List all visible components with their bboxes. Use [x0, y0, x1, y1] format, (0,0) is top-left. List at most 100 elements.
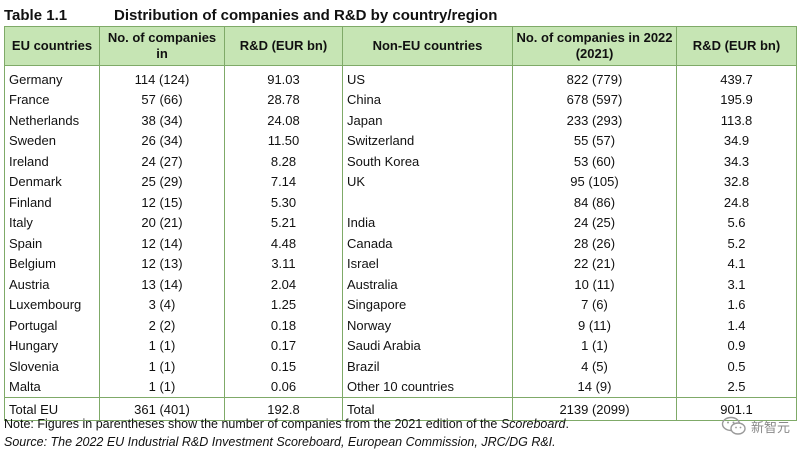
table-row: Austria 13 (14) 2.04 Australia 10 (11) 3.1: [4, 274, 797, 295]
eu-country-cell: Finland: [4, 192, 100, 213]
eu-rd-cell: 28.78: [224, 89, 343, 110]
header-non-eu-companies: No. of companies in 2022 (2021): [512, 26, 677, 66]
table-caption: Table 1.1 Distribution of companies and …: [4, 4, 497, 26]
eu-rd-cell: 1.25: [224, 294, 343, 315]
table-row: Slovenia 1 (1) 0.15 Brazil 4 (5) 0.5: [4, 356, 797, 377]
table-source: Source: The 2022 EU Industrial R&D Inves…: [4, 435, 556, 449]
total-non-eu-rd: 901.1: [676, 397, 797, 421]
non-eu-country-cell: Canada: [342, 233, 513, 254]
table-row: France 57 (66) 28.78 China 678 (597) 195.9: [4, 89, 797, 110]
non-eu-country-cell: Brazil: [342, 356, 513, 377]
non-eu-companies-cell: 7 (6): [512, 294, 677, 315]
eu-country-cell: Belgium: [4, 253, 100, 274]
eu-companies-cell: 24 (27): [99, 151, 225, 172]
eu-rd-cell: 3.11: [224, 253, 343, 274]
non-eu-rd-cell: 34.3: [676, 151, 797, 172]
eu-country-cell: France: [4, 89, 100, 110]
non-eu-companies-cell: 14 (9): [512, 376, 677, 398]
non-eu-rd-cell: 3.1: [676, 274, 797, 295]
eu-rd-cell: 0.15: [224, 356, 343, 377]
non-eu-country-cell: Switzerland: [342, 130, 513, 151]
eu-rd-cell: 0.17: [224, 335, 343, 356]
non-eu-rd-cell: 4.1: [676, 253, 797, 274]
wechat-icon: [721, 416, 747, 436]
eu-companies-cell: 114 (124): [99, 65, 225, 90]
non-eu-country-cell: China: [342, 89, 513, 110]
header-eu-companies: No. of companies in: [99, 26, 225, 66]
table-title: Distribution of companies and R&D by cou…: [114, 6, 498, 24]
non-eu-companies-cell: 28 (26): [512, 233, 677, 254]
distribution-table: EU countries No. of companies in R&D (EU…: [4, 26, 797, 421]
non-eu-companies-cell: 84 (86): [512, 192, 677, 213]
eu-country-cell: Ireland: [4, 151, 100, 172]
total-eu-companies: 361 (401): [99, 397, 225, 421]
watermark: 新智元: [721, 416, 790, 436]
eu-country-cell: Portugal: [4, 315, 100, 336]
header-non-eu-countries: Non-EU countries: [342, 26, 513, 66]
eu-companies-cell: 12 (15): [99, 192, 225, 213]
non-eu-country-cell: Saudi Arabia: [342, 335, 513, 356]
eu-country-cell: Germany: [4, 65, 100, 90]
eu-rd-cell: 2.04: [224, 274, 343, 295]
non-eu-companies-cell: 678 (597): [512, 89, 677, 110]
eu-country-cell: Sweden: [4, 130, 100, 151]
eu-rd-cell: 5.21: [224, 212, 343, 233]
eu-country-cell: Luxembourg: [4, 294, 100, 315]
non-eu-country-cell: Other 10 countries: [342, 376, 513, 398]
non-eu-country-cell: [342, 192, 513, 213]
non-eu-companies-cell: 233 (293): [512, 110, 677, 131]
eu-country-cell: Italy: [4, 212, 100, 233]
non-eu-rd-cell: 113.8: [676, 110, 797, 131]
table-row: Finland 12 (15) 5.30 84 (86) 24.8: [4, 192, 797, 213]
table-row: Spain 12 (14) 4.48 Canada 28 (26) 5.2: [4, 233, 797, 254]
eu-companies-cell: 1 (1): [99, 356, 225, 377]
eu-rd-cell: 11.50: [224, 130, 343, 151]
table-note: Note: Figures in parentheses show the nu…: [4, 416, 569, 433]
non-eu-rd-cell: 5.6: [676, 212, 797, 233]
header-non-eu-rd: R&D (EUR bn): [676, 26, 797, 66]
eu-country-cell: Slovenia: [4, 356, 100, 377]
non-eu-companies-cell: 4 (5): [512, 356, 677, 377]
non-eu-country-cell: South Korea: [342, 151, 513, 172]
eu-companies-cell: 1 (1): [99, 376, 225, 398]
eu-companies-cell: 38 (34): [99, 110, 225, 131]
non-eu-rd-cell: 1.6: [676, 294, 797, 315]
table-row: Ireland 24 (27) 8.28 South Korea 53 (60) 34.3: [4, 151, 797, 172]
table-row: Denmark 25 (29) 7.14 UK 95 (105) 32.8: [4, 171, 797, 192]
eu-rd-cell: 91.03: [224, 65, 343, 90]
non-eu-rd-cell: 0.5: [676, 356, 797, 377]
non-eu-country-cell: Norway: [342, 315, 513, 336]
eu-companies-cell: 57 (66): [99, 89, 225, 110]
non-eu-rd-cell: 5.2: [676, 233, 797, 254]
eu-companies-cell: 3 (4): [99, 294, 225, 315]
table-row: Germany 114 (124) 91.03 US 822 (779) 439.7: [4, 65, 797, 90]
non-eu-companies-cell: 55 (57): [512, 130, 677, 151]
eu-rd-cell: 0.06: [224, 376, 343, 398]
table-row: Hungary 1 (1) 0.17 Saudi Arabia 1 (1) 0.9: [4, 335, 797, 356]
non-eu-rd-cell: 34.9: [676, 130, 797, 151]
total-row: Total EU 361 (401) 192.8 Total 2139 (209…: [4, 397, 797, 421]
non-eu-rd-cell: 439.7: [676, 65, 797, 90]
non-eu-companies-cell: 53 (60): [512, 151, 677, 172]
non-eu-country-cell: Singapore: [342, 294, 513, 315]
note-emphasis: Scoreboard: [500, 417, 566, 431]
table-row: Portugal 2 (2) 0.18 Norway 9 (11) 1.4: [4, 315, 797, 336]
non-eu-rd-cell: 195.9: [676, 89, 797, 110]
non-eu-companies-cell: 95 (105): [512, 171, 677, 192]
table-row: Sweden 26 (34) 11.50 Switzerland 55 (57) 34.9: [4, 130, 797, 151]
eu-companies-cell: 26 (34): [99, 130, 225, 151]
note-prefix: Note: Figures in parentheses show the nu…: [4, 417, 501, 431]
table-body: Germany 114 (124) 91.03 US 822 (779) 439.7 Fra…: [4, 65, 797, 398]
eu-companies-cell: 20 (21): [99, 212, 225, 233]
eu-companies-cell: 1 (1): [99, 335, 225, 356]
non-eu-country-cell: Japan: [342, 110, 513, 131]
eu-companies-cell: 13 (14): [99, 274, 225, 295]
non-eu-companies-cell: 9 (11): [512, 315, 677, 336]
header-row: EU countries No. of companies in R&D (EU…: [4, 26, 797, 66]
eu-rd-cell: 8.28: [224, 151, 343, 172]
table-row: Italy 20 (21) 5.21 India 24 (25) 5.6: [4, 212, 797, 233]
non-eu-companies-cell: 22 (21): [512, 253, 677, 274]
non-eu-companies-cell: 10 (11): [512, 274, 677, 295]
eu-rd-cell: 4.48: [224, 233, 343, 254]
